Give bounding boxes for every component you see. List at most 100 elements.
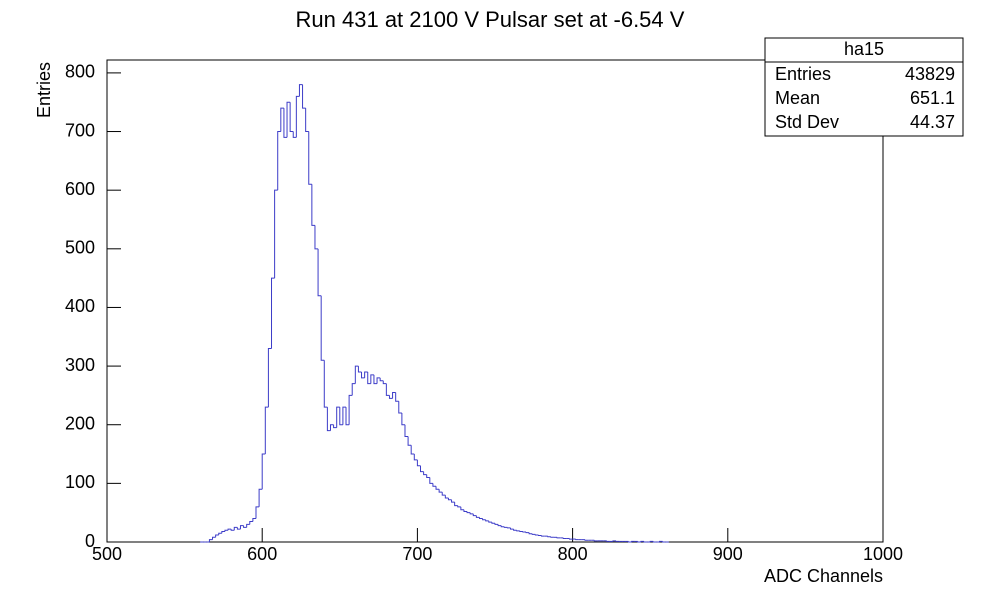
histogram-bin bbox=[364, 371, 368, 378]
histogram-bin bbox=[333, 424, 337, 429]
histogram-bin bbox=[215, 534, 219, 538]
histogram-bin bbox=[292, 131, 297, 138]
histogram-bin bbox=[643, 541, 648, 543]
histogram-bin bbox=[407, 436, 412, 446]
histogram-bin bbox=[388, 395, 393, 399]
histogram-bin bbox=[506, 527, 511, 529]
x-tick-label: 700 bbox=[402, 544, 432, 564]
histogram-bin bbox=[404, 424, 409, 437]
histogram-bin bbox=[311, 184, 315, 226]
histogram-bin bbox=[264, 406, 269, 455]
histogram-bin bbox=[500, 525, 505, 528]
plot-frame bbox=[106, 59, 884, 543]
stats-value: 43829 bbox=[905, 64, 955, 84]
histogram-bin bbox=[370, 374, 374, 384]
histogram-bin bbox=[221, 530, 225, 534]
histogram-bin bbox=[485, 519, 489, 522]
histogram-bin bbox=[326, 407, 331, 432]
histogram-bin bbox=[289, 102, 294, 133]
y-tick-label: 300 bbox=[65, 355, 95, 375]
histogram-bin bbox=[420, 465, 424, 473]
histogram-bin bbox=[246, 523, 250, 528]
histogram-bin bbox=[575, 539, 579, 541]
histogram-bin bbox=[392, 391, 396, 399]
histogram-bin bbox=[478, 517, 483, 520]
histogram-bin bbox=[382, 380, 387, 385]
histogram-bin bbox=[351, 383, 356, 396]
histogram-bin bbox=[230, 529, 235, 531]
y-tick-label: 600 bbox=[65, 179, 95, 199]
histogram-bin bbox=[556, 537, 561, 539]
histogram-bin bbox=[267, 347, 272, 408]
histogram-bin bbox=[305, 108, 309, 133]
histogram-bin bbox=[255, 506, 260, 519]
histogram-bin bbox=[460, 506, 464, 511]
x-tick-label: 600 bbox=[247, 544, 277, 564]
histogram-bin bbox=[379, 377, 384, 382]
histogram-bin bbox=[357, 366, 362, 373]
histogram-bin bbox=[277, 131, 281, 191]
histogram-bin bbox=[488, 520, 492, 523]
histogram-bin bbox=[286, 101, 291, 138]
histogram-bin bbox=[314, 225, 319, 250]
y-tick-label: 100 bbox=[65, 472, 95, 492]
histogram-bin bbox=[649, 540, 654, 542]
histogram-bin bbox=[339, 407, 343, 426]
histogram-bin bbox=[233, 526, 238, 531]
histogram-bin bbox=[295, 95, 300, 138]
histogram-bin bbox=[463, 509, 468, 513]
histogram-bin bbox=[354, 365, 359, 384]
histogram-bin bbox=[441, 492, 446, 496]
histogram-bin bbox=[568, 538, 573, 540]
chart-title: Run 431 at 2100 V Pulsar set at -6.54 V bbox=[296, 7, 685, 32]
histogram-bin bbox=[252, 518, 256, 522]
histogram-bin bbox=[373, 374, 378, 385]
histogram-bin bbox=[218, 532, 222, 535]
histogram-bin bbox=[376, 377, 381, 384]
histogram-bin bbox=[398, 401, 402, 414]
histogram-bin bbox=[537, 534, 542, 537]
y-axis-label: Entries bbox=[34, 62, 54, 118]
histogram-bin bbox=[522, 531, 527, 533]
histogram-bin bbox=[416, 459, 421, 467]
histogram-bin bbox=[308, 131, 312, 185]
histogram-bin bbox=[212, 536, 216, 540]
histogram-bin bbox=[227, 528, 232, 531]
histogram-bin bbox=[606, 540, 610, 542]
histogram-bin bbox=[513, 529, 517, 531]
histogram-bin bbox=[429, 477, 433, 484]
histogram-bin bbox=[541, 535, 545, 537]
histogram-bin bbox=[652, 541, 657, 543]
histogram-bin bbox=[280, 107, 284, 132]
histogram-bin bbox=[208, 539, 213, 542]
histogram-bin bbox=[385, 383, 390, 396]
histogram-bin bbox=[274, 189, 278, 279]
histogram-bin bbox=[432, 483, 437, 487]
histogram-bin bbox=[615, 540, 620, 542]
y-tick-label: 800 bbox=[65, 62, 95, 82]
histogram-bin bbox=[482, 518, 486, 521]
histogram-bin bbox=[547, 536, 551, 538]
stats-label: Entries bbox=[775, 64, 831, 84]
x-tick-label: 500 bbox=[92, 544, 122, 564]
histogram-bin bbox=[637, 541, 641, 543]
histogram-bin bbox=[401, 412, 405, 426]
histogram-bin bbox=[261, 453, 266, 490]
histogram-bin bbox=[584, 539, 589, 541]
histogram-bin bbox=[236, 527, 241, 530]
histogram-bin bbox=[640, 540, 644, 542]
histogram-bin bbox=[516, 530, 520, 532]
histogram-bin bbox=[239, 525, 244, 530]
stats-value: 651.1 bbox=[910, 88, 955, 108]
histogram-bin bbox=[659, 540, 663, 542]
histogram-bin bbox=[249, 520, 253, 525]
histogram-bin bbox=[562, 537, 567, 539]
histogram-bin bbox=[395, 392, 399, 402]
histogram-bin bbox=[367, 371, 371, 385]
histogram-bin bbox=[466, 511, 471, 514]
histogram-bin bbox=[510, 527, 514, 530]
histogram-bin bbox=[361, 371, 365, 379]
histogram-bin bbox=[494, 523, 499, 525]
histogram-bin bbox=[531, 533, 536, 535]
